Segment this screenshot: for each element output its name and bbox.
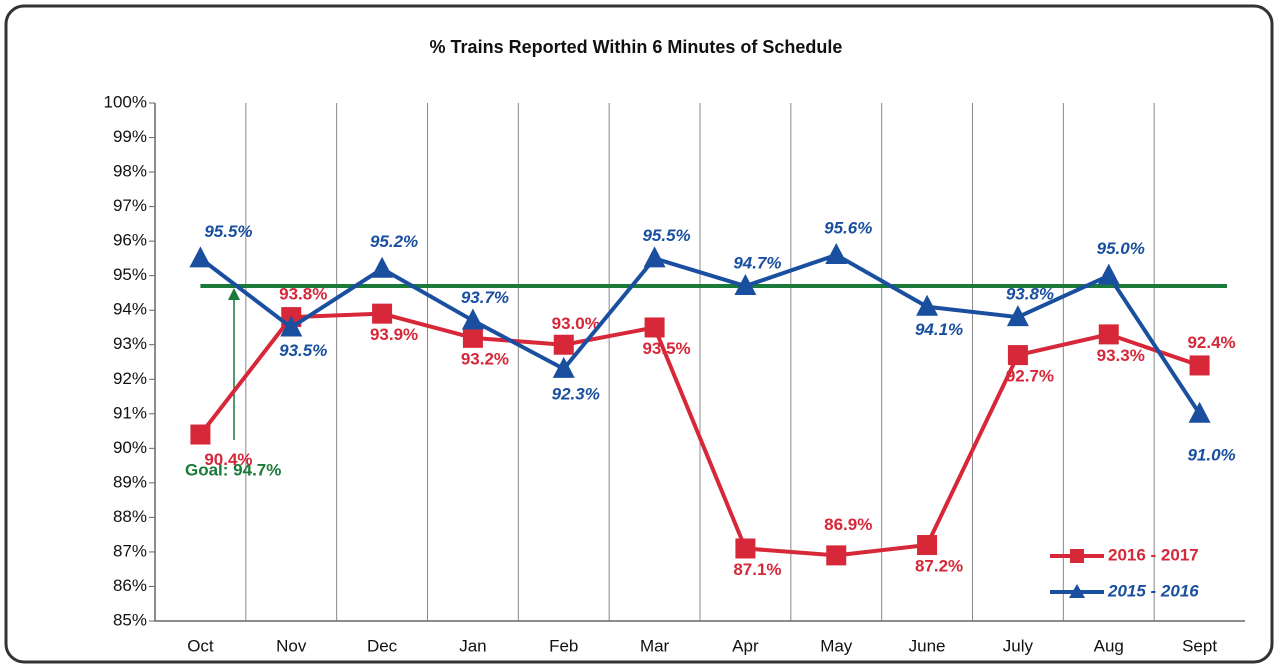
x-tick-label: Mar: [640, 636, 670, 655]
data-label: 93.8%: [1006, 285, 1054, 304]
data-label: 87.1%: [733, 560, 781, 579]
data-label: 87.2%: [915, 557, 963, 576]
x-tick-label: May: [820, 636, 853, 655]
x-tick-label: Jan: [459, 636, 486, 655]
series-line: [198, 311, 1201, 558]
y-tick-label: 89%: [113, 472, 147, 491]
data-label: 86.9%: [824, 515, 872, 534]
marker: [1098, 324, 1119, 345]
data-label: 93.0%: [552, 314, 600, 333]
marker: [916, 294, 939, 316]
chart-title: % Trains Reported Within 6 Minutes of Sc…: [430, 37, 843, 57]
marker: [1189, 355, 1210, 376]
data-label: 92.7%: [1006, 367, 1054, 386]
marker: [1006, 305, 1029, 327]
data-label: 93.9%: [370, 325, 418, 344]
data-label: 95.6%: [824, 218, 872, 237]
marker: [825, 242, 848, 264]
y-tick-label: 97%: [113, 196, 147, 215]
marker: [280, 315, 303, 337]
marker: [1097, 263, 1120, 285]
x-tick-label: Feb: [549, 636, 578, 655]
marker: [826, 545, 847, 566]
data-label: 95.5%: [204, 222, 252, 241]
marker: [461, 308, 484, 330]
y-tick-label: 95%: [113, 265, 147, 284]
goal-arrowhead: [228, 288, 240, 301]
series-line: [199, 252, 1202, 415]
data-label: 93.3%: [1097, 346, 1145, 365]
data-label: 93.7%: [461, 288, 509, 307]
marker: [643, 246, 666, 268]
x-tick-label: Apr: [732, 636, 759, 655]
marker: [190, 424, 211, 445]
y-tick-label: 85%: [113, 610, 147, 629]
marker: [552, 356, 575, 378]
marker: [372, 303, 393, 324]
data-label: 95.0%: [1097, 239, 1145, 258]
x-tick-label: June: [909, 636, 946, 655]
y-tick-label: 88%: [113, 507, 147, 526]
y-tick-label: 86%: [113, 576, 147, 595]
y-tick-label: 96%: [113, 231, 147, 250]
data-label: 95.5%: [642, 226, 690, 245]
y-tick-label: 99%: [113, 127, 147, 146]
data-label: 95.2%: [370, 232, 418, 251]
x-tick-label: Nov: [276, 636, 307, 655]
x-tick-label: Sept: [1182, 636, 1217, 655]
data-label: 91.0%: [1187, 445, 1235, 464]
marker: [1007, 345, 1028, 366]
y-tick-label: 90%: [113, 438, 147, 457]
legend-marker: [1069, 584, 1085, 598]
data-label: 94.1%: [915, 320, 963, 339]
y-tick-label: 91%: [113, 403, 147, 422]
marker: [371, 256, 394, 278]
data-label: 94.7%: [733, 254, 781, 273]
x-tick-label: Oct: [187, 636, 214, 655]
marker: [917, 535, 938, 556]
data-label: 93.2%: [461, 349, 509, 368]
frame: [4, 4, 1274, 664]
x-tick-label: Dec: [367, 636, 398, 655]
marker: [734, 274, 757, 296]
x-tick-label: Aug: [1094, 636, 1124, 655]
legend-marker: [1070, 549, 1084, 563]
y-tick-label: 100%: [104, 92, 147, 111]
data-label: 92.4%: [1187, 333, 1235, 352]
marker: [1188, 401, 1211, 423]
marker: [644, 317, 665, 338]
goal-label: Goal: 94.7%: [185, 460, 281, 479]
data-label: 92.3%: [552, 384, 600, 403]
marker: [462, 327, 483, 348]
x-tick-label: July: [1003, 636, 1034, 655]
data-label: 93.8%: [279, 285, 327, 304]
y-tick-label: 92%: [113, 369, 147, 388]
y-tick-label: 98%: [113, 162, 147, 181]
y-tick-label: 93%: [113, 334, 147, 353]
marker: [553, 334, 574, 355]
marker: [189, 246, 212, 268]
legend-label: 2016 - 2017: [1108, 545, 1199, 564]
marker: [735, 538, 756, 559]
y-tick-label: 94%: [113, 300, 147, 319]
legend-label: 2015 - 2016: [1107, 581, 1199, 600]
data-label: 90.4%: [204, 450, 252, 469]
data-label: 93.5%: [279, 341, 327, 360]
data-label: 93.5%: [642, 339, 690, 358]
y-tick-label: 87%: [113, 541, 147, 560]
